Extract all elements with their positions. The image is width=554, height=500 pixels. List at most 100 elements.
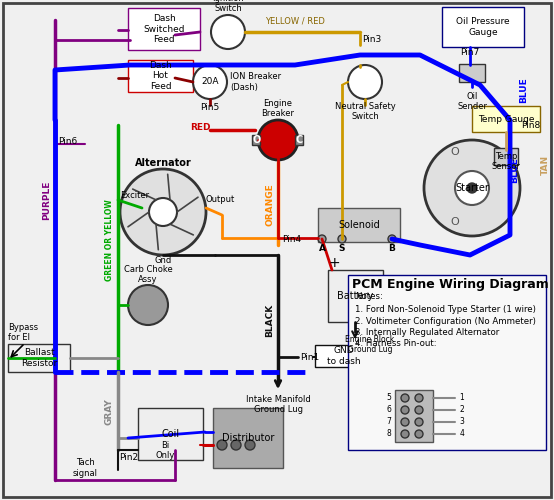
- Circle shape: [415, 394, 423, 402]
- Text: Temp
Sensor: Temp Sensor: [491, 152, 520, 172]
- Text: 3. Internally Regulated Alternator: 3. Internally Regulated Alternator: [355, 328, 499, 337]
- Circle shape: [318, 235, 326, 243]
- Text: 20A: 20A: [201, 78, 219, 86]
- Text: Battery: Battery: [337, 291, 373, 301]
- Circle shape: [348, 65, 382, 99]
- Text: Bypass
for EI: Bypass for EI: [8, 322, 38, 342]
- Circle shape: [258, 120, 298, 160]
- Text: Engine
Breaker: Engine Breaker: [261, 98, 295, 118]
- Circle shape: [231, 440, 241, 450]
- Text: Notes:: Notes:: [355, 292, 383, 301]
- Circle shape: [388, 235, 396, 243]
- Text: B: B: [388, 244, 396, 253]
- Text: Exciter: Exciter: [120, 190, 149, 200]
- Text: Carb Choke
Assy: Carb Choke Assy: [124, 264, 172, 284]
- FancyBboxPatch shape: [295, 135, 303, 145]
- Text: +: +: [328, 256, 340, 270]
- Circle shape: [455, 171, 489, 205]
- Text: Pin2: Pin2: [119, 454, 138, 462]
- Text: 8: 8: [387, 430, 391, 438]
- Text: S: S: [338, 244, 345, 253]
- Circle shape: [245, 440, 255, 450]
- Text: ORANGE: ORANGE: [265, 184, 274, 226]
- Text: PCM Engine Wiring Diagram: PCM Engine Wiring Diagram: [352, 278, 549, 291]
- FancyBboxPatch shape: [315, 345, 373, 367]
- Text: 4. Harness Pin-out:: 4. Harness Pin-out:: [355, 339, 437, 348]
- Circle shape: [128, 285, 168, 325]
- FancyBboxPatch shape: [8, 344, 70, 372]
- FancyBboxPatch shape: [128, 60, 193, 92]
- Text: Alternator: Alternator: [135, 158, 191, 168]
- Text: BLACK: BLACK: [265, 304, 274, 336]
- Text: Output: Output: [206, 196, 235, 204]
- Circle shape: [401, 430, 409, 438]
- Text: Engine Block
Ground Lug: Engine Block Ground Lug: [345, 335, 394, 354]
- FancyBboxPatch shape: [442, 7, 524, 47]
- Circle shape: [415, 406, 423, 414]
- Text: BLUE: BLUE: [510, 157, 520, 183]
- Text: 2: 2: [460, 406, 464, 414]
- Text: 1. Ford Non-Solenoid Type Starter (1 wire): 1. Ford Non-Solenoid Type Starter (1 wir…: [355, 305, 536, 314]
- FancyBboxPatch shape: [318, 208, 400, 242]
- FancyBboxPatch shape: [138, 408, 203, 460]
- Text: YELLOW / RED: YELLOW / RED: [265, 17, 325, 26]
- Text: C: C: [295, 135, 302, 145]
- Circle shape: [401, 406, 409, 414]
- Text: RED: RED: [190, 124, 211, 132]
- FancyBboxPatch shape: [472, 106, 540, 132]
- Text: Pin6: Pin6: [58, 138, 77, 146]
- Text: Tach
signal: Tach signal: [73, 458, 98, 477]
- Text: 1: 1: [460, 394, 464, 402]
- Text: Solenoid: Solenoid: [338, 220, 380, 230]
- Text: Bi
Only: Bi Only: [155, 440, 175, 460]
- Text: Dash
Hot
Feed: Dash Hot Feed: [149, 61, 172, 91]
- Text: 5: 5: [387, 394, 392, 402]
- Circle shape: [338, 235, 346, 243]
- Text: Pin7: Pin7: [460, 48, 480, 57]
- Circle shape: [401, 394, 409, 402]
- Text: 7: 7: [387, 418, 392, 426]
- Text: 6: 6: [387, 406, 392, 414]
- FancyBboxPatch shape: [494, 148, 518, 165]
- Text: Pin8: Pin8: [521, 120, 540, 130]
- FancyBboxPatch shape: [213, 408, 283, 468]
- Circle shape: [217, 440, 227, 450]
- Text: Pin4: Pin4: [282, 236, 301, 244]
- Circle shape: [211, 15, 245, 49]
- Text: Temp Gauge: Temp Gauge: [478, 114, 534, 124]
- Text: BLUE: BLUE: [520, 77, 529, 103]
- Circle shape: [193, 65, 227, 99]
- Circle shape: [401, 418, 409, 426]
- Text: Intake Manifold
Ground Lug: Intake Manifold Ground Lug: [245, 395, 310, 414]
- FancyBboxPatch shape: [252, 135, 260, 145]
- FancyBboxPatch shape: [328, 270, 383, 322]
- Text: Pin3: Pin3: [362, 36, 381, 44]
- FancyBboxPatch shape: [128, 8, 200, 50]
- Circle shape: [415, 430, 423, 438]
- Text: Oil Pressure
Gauge: Oil Pressure Gauge: [456, 18, 510, 36]
- Text: Gnd: Gnd: [155, 256, 172, 265]
- Text: Ballast
Resistor: Ballast Resistor: [21, 348, 57, 368]
- Text: PURPLE: PURPLE: [43, 180, 52, 220]
- Text: Oil
Sender: Oil Sender: [457, 92, 487, 112]
- Text: Ignition
Switch: Ignition Switch: [212, 0, 244, 13]
- Text: O: O: [450, 147, 459, 157]
- Text: Pin1: Pin1: [300, 352, 319, 362]
- Text: Neutral Safety
Switch: Neutral Safety Switch: [335, 102, 396, 122]
- FancyBboxPatch shape: [3, 3, 551, 497]
- Text: 4: 4: [460, 430, 464, 438]
- FancyBboxPatch shape: [395, 390, 433, 442]
- Text: Pin5: Pin5: [201, 102, 219, 112]
- Circle shape: [415, 418, 423, 426]
- Circle shape: [424, 140, 520, 236]
- Text: O: O: [253, 135, 261, 145]
- Text: 3: 3: [460, 418, 464, 426]
- Circle shape: [149, 198, 177, 226]
- Text: O: O: [450, 217, 459, 227]
- Text: Coil: Coil: [161, 429, 179, 439]
- Circle shape: [467, 183, 477, 193]
- Text: GND
to dash: GND to dash: [327, 346, 361, 366]
- Text: 2. Voltimeter Configuration (No Ammeter): 2. Voltimeter Configuration (No Ammeter): [355, 317, 536, 326]
- Circle shape: [120, 169, 206, 255]
- FancyBboxPatch shape: [459, 64, 485, 82]
